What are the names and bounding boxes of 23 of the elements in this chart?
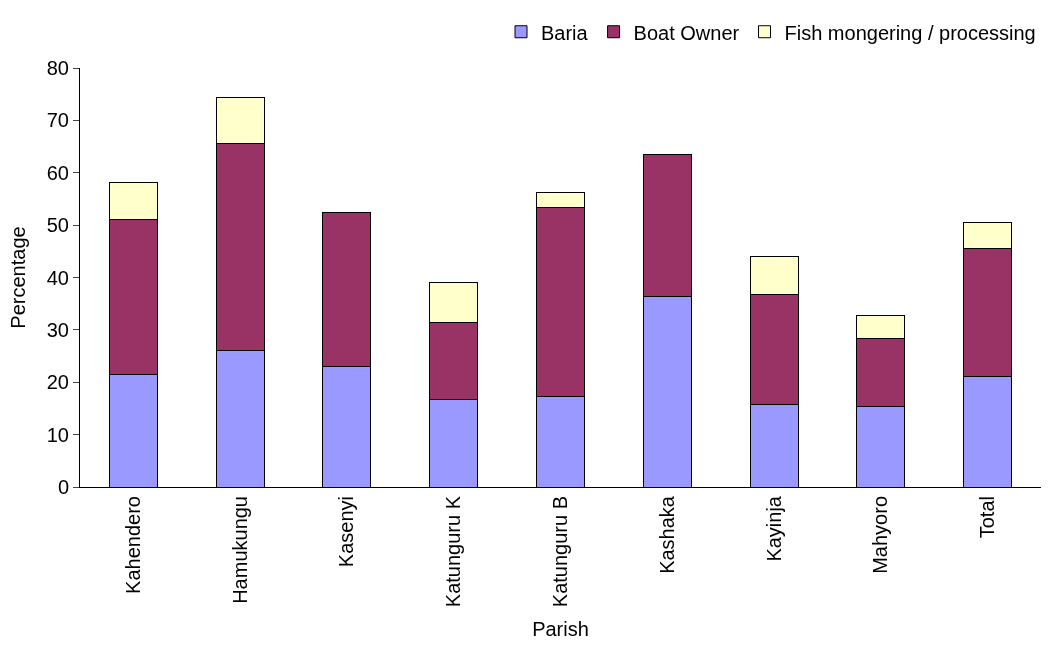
x-tick-label: Kahendero — [121, 496, 144, 594]
x-tick-label: Kashaka — [655, 495, 678, 574]
y-tick-label: 80 — [46, 57, 69, 79]
x-tick-label: Katunguru K — [442, 495, 465, 608]
x-tick-label: Katunguru B — [549, 496, 571, 608]
y-tick-label: 10 — [46, 423, 69, 446]
x-axis-title: Parish — [532, 617, 589, 640]
legend-label: Boat Owner — [633, 21, 740, 44]
y-tick-label: 30 — [46, 318, 69, 341]
legend-label: Fish mongering / processing — [784, 21, 1036, 44]
y-tick-label: 70 — [46, 109, 69, 132]
x-tick-label: Mahyoro — [869, 496, 892, 574]
y-tick-label: 20 — [46, 371, 69, 394]
x-tick-label: Kasenyi — [335, 496, 358, 568]
y-axis-title: Percentage — [7, 226, 30, 329]
x-tick-label: Total — [976, 496, 999, 539]
x-tick-label: Kayinja — [762, 495, 785, 562]
x-tick-label: Hamukungu — [228, 496, 251, 604]
y-tick-label: 60 — [46, 161, 69, 184]
legend-label: Baria — [541, 21, 589, 44]
y-tick-label: 40 — [46, 266, 69, 289]
y-tick-label: 50 — [46, 214, 69, 237]
y-tick-label: 0 — [57, 476, 69, 498]
